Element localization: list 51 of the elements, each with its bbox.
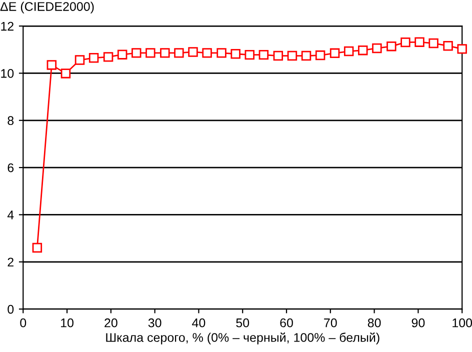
x-tick-label: 30: [148, 318, 162, 328]
point: [414, 37, 424, 47]
x-tick-label: 20: [104, 318, 118, 328]
x-tick-label: 0: [20, 318, 26, 328]
point: [443, 40, 453, 51]
point: [46, 60, 57, 70]
point: [386, 41, 396, 52]
point: [244, 50, 254, 60]
point: [132, 48, 142, 58]
x-tick-label: 40: [192, 318, 206, 328]
point: [315, 50, 326, 60]
point: [88, 53, 99, 63]
x-axis-title: Шкала серого, % (0% – черный, 100% – белый): [106, 332, 380, 344]
point: [273, 50, 284, 61]
y-axis-title: ΔE (CIEDE2000): [0, 2, 94, 14]
y-tick-label: 2: [8, 258, 14, 266]
x-tick-label: 70: [324, 318, 337, 328]
y-tick-label: 8: [8, 116, 14, 126]
point: [146, 48, 156, 58]
point: [258, 50, 269, 60]
x-tick-label: 90: [412, 318, 425, 328]
point: [330, 48, 340, 58]
point: [230, 49, 240, 59]
point: [400, 37, 410, 48]
point: [160, 48, 170, 58]
point: [60, 68, 71, 78]
point: [428, 38, 438, 48]
x-tick-label: 10: [61, 318, 74, 328]
point: [103, 52, 114, 62]
point: [216, 48, 226, 58]
point: [372, 43, 382, 54]
y-tick-label: 6: [8, 163, 14, 172]
point: [287, 50, 298, 61]
x-tick-label: 60: [280, 318, 293, 328]
point: [301, 50, 312, 61]
point: [188, 47, 198, 57]
point: [174, 48, 184, 58]
x-tick-label: 50: [236, 318, 250, 328]
y-tick-label: 10: [1, 69, 14, 78]
y-tick-label: 4: [7, 210, 14, 220]
y-tick-label: 0: [8, 304, 14, 314]
point: [202, 48, 212, 58]
point: [457, 44, 467, 54]
point: [358, 45, 368, 56]
point: [74, 55, 85, 65]
x-tick-label: 80: [368, 318, 381, 328]
point: [344, 46, 354, 56]
x-tick-label: 100: [452, 318, 472, 328]
y-tick-label: 12: [1, 22, 14, 31]
point: [117, 50, 128, 60]
point: [32, 242, 42, 253]
